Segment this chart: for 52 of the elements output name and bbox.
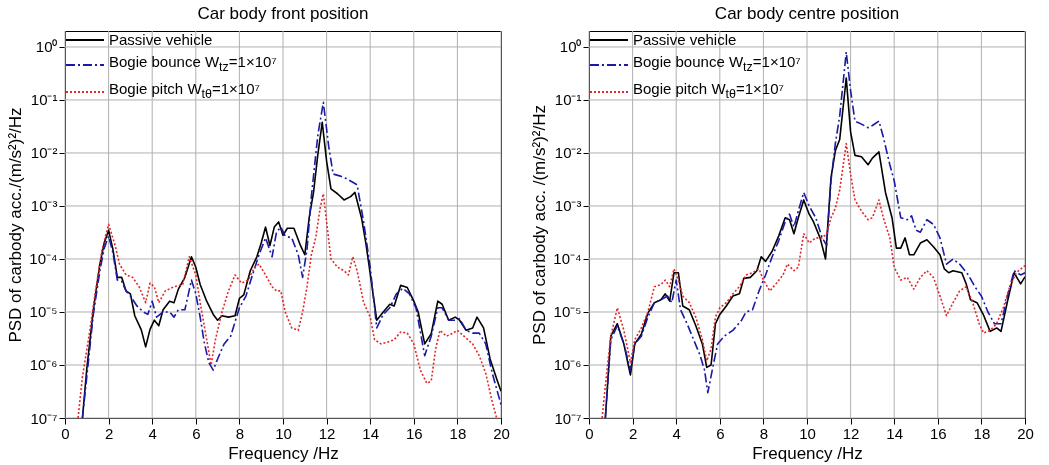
x-tick-label: 14: [362, 424, 380, 442]
x-tick-label: 16: [929, 424, 947, 442]
x-tick-label: 18: [973, 424, 991, 442]
y-tick-label: 10⁻⁶: [553, 356, 582, 374]
x-tick-label: 20: [1017, 424, 1034, 442]
y-tick-label: 10⁻⁴: [29, 250, 58, 268]
x-axis-title: Frequency /Hz: [752, 443, 863, 463]
chart-title: Car body front position: [197, 3, 369, 23]
line-series: [77, 192, 498, 418]
x-tick-label: 10: [275, 424, 292, 442]
y-axis-title: PSD of carbody acc. /(m/s²)²/Hz: [530, 105, 550, 345]
x-tick-label: 6: [192, 424, 201, 442]
y-tick-label: 10⁻³: [30, 197, 58, 215]
y-tick-label: 10⁻⁷: [554, 409, 582, 427]
chart-title: Car body centre position: [714, 3, 900, 23]
x-tick-label: 2: [104, 424, 114, 442]
y-tick-label: 10⁰: [559, 38, 582, 56]
x-axis-title: Frequency /Hz: [228, 443, 339, 463]
x-tick-label: 16: [405, 424, 423, 442]
x-tick-label: 18: [449, 424, 467, 442]
y-tick-label: 10⁻⁶: [29, 356, 58, 374]
x-tick-label: 4: [672, 424, 681, 442]
y-tick-label: 10⁻²: [30, 144, 58, 162]
x-tick-label: 14: [886, 424, 904, 442]
y-tick-label: 10⁻²: [554, 144, 582, 162]
y-tick-label: 10⁻³: [554, 197, 582, 215]
line-series: [601, 142, 1025, 418]
y-tick-label: 10⁰: [35, 38, 58, 56]
legend-label: Passive vehicle: [109, 30, 213, 50]
legend-label: Passive vehicle: [633, 30, 737, 50]
y-tick-label: 10⁻⁷: [30, 409, 58, 427]
x-tick-label: 8: [235, 424, 245, 442]
legend-label: Bogie bounce W$_{tz}$=1×10⁷: [109, 52, 277, 76]
x-tick-label: 10: [799, 424, 816, 442]
x-tick-label: 0: [585, 424, 594, 442]
y-tick-label: 10⁻⁵: [29, 303, 58, 321]
y-tick-label: 10⁻¹: [30, 91, 58, 109]
x-tick-label: 4: [148, 424, 157, 442]
legend-label: Bogie pitch W$_{tθ}$=1×10⁷: [109, 79, 260, 103]
x-tick-label: 0: [61, 424, 70, 442]
legend-label: Bogie bounce W$_{tz}$=1×10⁷: [633, 52, 801, 76]
y-axis-title: PSD of carbody acc./(m/s²)²/Hz: [6, 107, 26, 343]
x-tick-label: 12: [318, 424, 336, 442]
x-tick-label: 8: [759, 424, 769, 442]
y-tick-label: 10⁻¹: [554, 91, 582, 109]
y-tick-label: 10⁻⁵: [553, 303, 582, 321]
x-tick-label: 2: [628, 424, 638, 442]
y-tick-label: 10⁻⁴: [553, 250, 582, 268]
x-tick-label: 6: [716, 424, 725, 442]
x-tick-label: 20: [493, 424, 510, 442]
legend-label: Bogie pitch W$_{tθ}$=1×10⁷: [633, 79, 784, 103]
x-tick-label: 12: [842, 424, 860, 442]
